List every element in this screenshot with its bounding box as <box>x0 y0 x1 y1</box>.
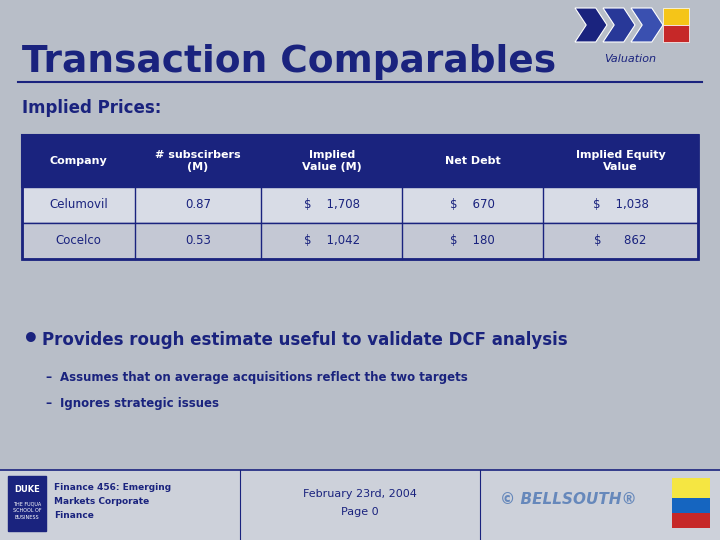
Text: $    180: $ 180 <box>450 234 495 247</box>
Text: $    1,708: $ 1,708 <box>304 199 360 212</box>
Text: THE FUQUA
SCHOOL OF
BUSINESS: THE FUQUA SCHOOL OF BUSINESS <box>13 502 41 520</box>
Bar <box>672 478 710 498</box>
Bar <box>672 513 710 528</box>
Text: Cocelco: Cocelco <box>55 234 102 247</box>
Polygon shape <box>631 8 663 42</box>
Text: Finance 456: Emerging: Finance 456: Emerging <box>54 483 171 492</box>
Text: $      862: $ 862 <box>594 234 647 247</box>
Bar <box>663 8 689 25</box>
Text: –: – <box>45 397 51 410</box>
Text: $    1,042: $ 1,042 <box>304 234 360 247</box>
Text: February 23rd, 2004: February 23rd, 2004 <box>303 489 417 499</box>
Polygon shape <box>575 8 607 42</box>
Text: Net Debt: Net Debt <box>445 156 500 166</box>
Bar <box>663 25 689 42</box>
Text: Finance: Finance <box>54 511 94 521</box>
Text: Ignores strategic issues: Ignores strategic issues <box>60 397 219 410</box>
Text: $    670: $ 670 <box>450 199 495 212</box>
Text: Valuation: Valuation <box>604 54 656 64</box>
Bar <box>22 135 698 259</box>
Bar <box>22 135 698 187</box>
Text: Provides rough estimate useful to validate DCF analysis: Provides rough estimate useful to valida… <box>42 331 567 349</box>
Text: 0.53: 0.53 <box>185 234 211 247</box>
Text: Page 0: Page 0 <box>341 507 379 517</box>
Bar <box>22 223 698 259</box>
Text: Implied Prices:: Implied Prices: <box>22 99 161 117</box>
Text: •: • <box>22 326 40 354</box>
Text: –: – <box>45 372 51 384</box>
Bar <box>8 476 46 531</box>
Text: Markets Corporate: Markets Corporate <box>54 497 149 507</box>
Text: DUKE: DUKE <box>14 485 40 495</box>
Text: Assumes that on average acquisitions reflect the two targets: Assumes that on average acquisitions ref… <box>60 372 468 384</box>
Text: 0.87: 0.87 <box>185 199 211 212</box>
Text: Transaction Comparables: Transaction Comparables <box>22 44 556 80</box>
Text: © BELLSOUTH®: © BELLSOUTH® <box>500 492 636 508</box>
Text: # subscirbers
(M): # subscirbers (M) <box>156 150 241 172</box>
Bar <box>22 187 698 223</box>
Text: Celumovil: Celumovil <box>49 199 108 212</box>
Polygon shape <box>603 8 635 42</box>
Text: Implied
Value (M): Implied Value (M) <box>302 150 361 172</box>
Text: Implied Equity
Value: Implied Equity Value <box>576 150 665 172</box>
Bar <box>0 470 720 540</box>
Text: $    1,038: $ 1,038 <box>593 199 649 212</box>
Bar <box>672 498 710 513</box>
Text: Company: Company <box>50 156 107 166</box>
